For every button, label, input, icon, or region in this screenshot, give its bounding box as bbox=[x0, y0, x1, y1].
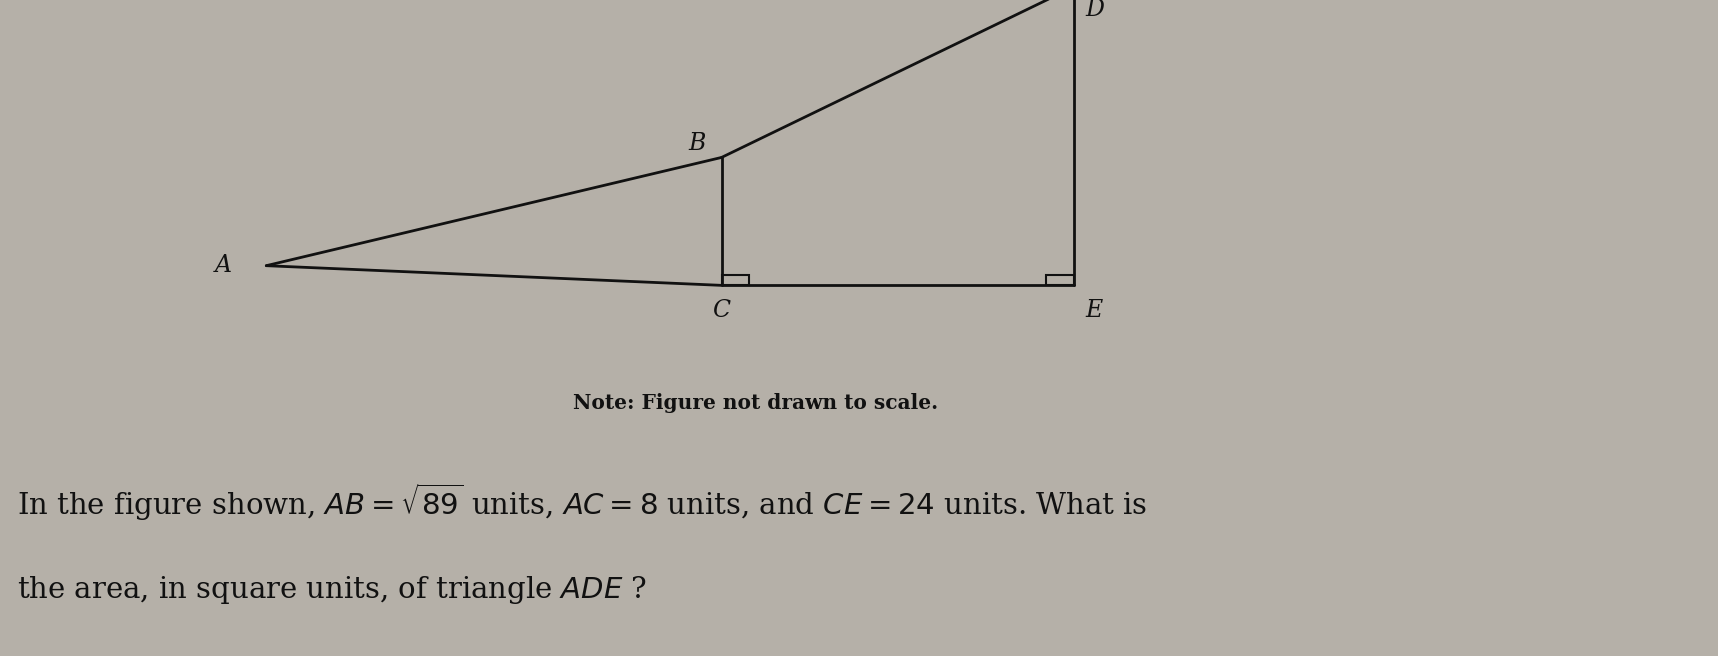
Text: C: C bbox=[713, 298, 730, 322]
Bar bbox=[722, 275, 749, 285]
Text: Note: Figure not drawn to scale.: Note: Figure not drawn to scale. bbox=[574, 394, 938, 413]
Text: B: B bbox=[689, 131, 706, 155]
Text: E: E bbox=[1086, 298, 1103, 322]
Text: D: D bbox=[1084, 0, 1105, 22]
Text: the area, in square units, of triangle $ADE$ ?: the area, in square units, of triangle $… bbox=[17, 575, 648, 606]
Text: In the figure shown, $AB = \sqrt{89}$ units, $AC = 8$ units, and $CE = 24$ units: In the figure shown, $AB = \sqrt{89}$ un… bbox=[17, 481, 1148, 523]
Text: A: A bbox=[215, 254, 232, 277]
Bar bbox=[1046, 275, 1074, 285]
